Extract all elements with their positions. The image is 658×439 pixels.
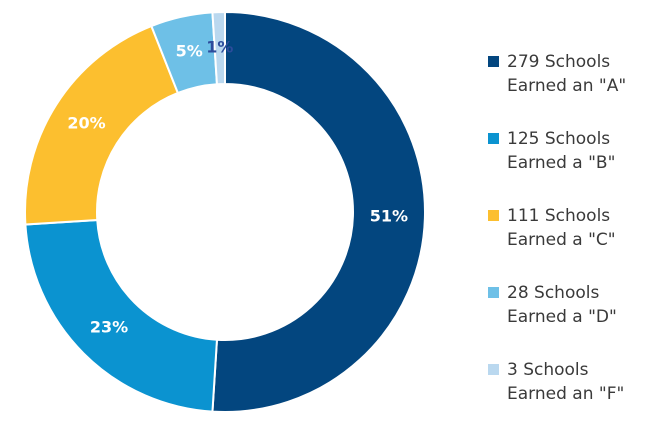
data-label: 51% — [370, 207, 408, 226]
legend-item: 111 Schools Earned a "C" — [488, 204, 653, 252]
legend-swatch — [488, 133, 499, 144]
data-label: 23% — [90, 317, 128, 336]
legend-swatch — [488, 364, 499, 375]
donut-segment — [211, 10, 427, 413]
legend-label: 3 Schools Earned an "F" — [507, 360, 625, 404]
donut-segment — [211, 10, 226, 86]
legend-item: 279 Schools Earned an "A" — [488, 50, 653, 98]
legend-label: 111 Schools Earned a "C" — [507, 206, 616, 250]
legend-label: 279 Schools Earned an "A" — [507, 52, 627, 96]
legend-swatch — [488, 210, 499, 221]
legend-item: 3 Schools Earned an "F" — [488, 358, 653, 406]
legend-label: 125 Schools Earned a "B" — [507, 129, 616, 173]
donut-segment — [24, 218, 219, 413]
legend-item: 28 Schools Earned a "D" — [488, 281, 653, 329]
legend-swatch — [488, 56, 499, 67]
legend-label: 28 Schools Earned a "D" — [507, 283, 617, 327]
legend-item: 125 Schools Earned a "B" — [488, 127, 653, 175]
data-label: 5% — [176, 41, 203, 60]
data-label: 20% — [67, 114, 105, 133]
data-label: 1% — [206, 38, 233, 57]
legend-swatch — [488, 287, 499, 298]
